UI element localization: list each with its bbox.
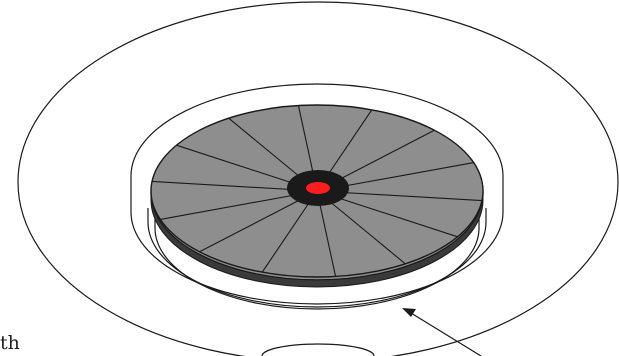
rim-top-edge bbox=[130, 83, 504, 212]
rim-outer-lower-edge bbox=[130, 211, 504, 305]
well-wall-inner bbox=[154, 227, 480, 310]
well-wall-sides bbox=[147, 208, 487, 228]
pointer-arrow bbox=[402, 308, 482, 356]
center-marker bbox=[306, 182, 330, 194]
label-text: th bbox=[0, 332, 20, 354]
outer-ring bbox=[17, 1, 619, 356]
disc-edge bbox=[150, 192, 484, 288]
well-wall-outer bbox=[147, 221, 487, 308]
base-edge bbox=[261, 343, 375, 356]
